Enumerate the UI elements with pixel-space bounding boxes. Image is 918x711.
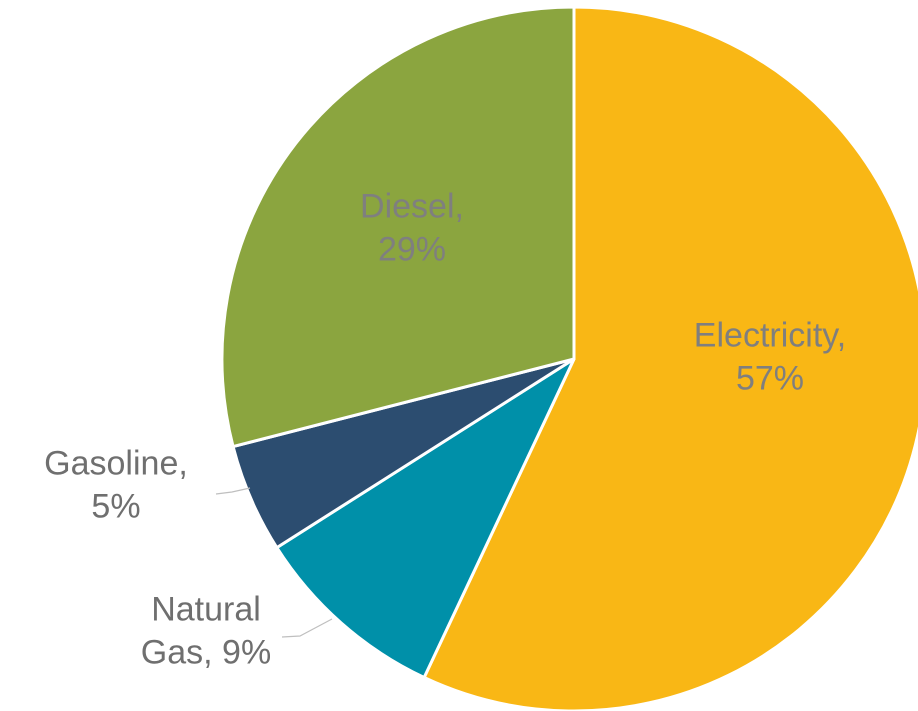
data-label-line: 29% bbox=[378, 231, 446, 269]
pie-slice-electricity bbox=[422, 5, 918, 711]
data-label-natural-gas: Natural Gas, 9% bbox=[141, 591, 271, 672]
data-label-line: 57% bbox=[736, 360, 804, 398]
leader-line-natural-gas bbox=[281, 618, 333, 638]
data-label-line: Natural bbox=[151, 591, 261, 629]
pie-slices bbox=[220, 5, 918, 711]
data-label-line: Electricity, bbox=[694, 317, 846, 355]
data-label-diesel: Diesel, 29% bbox=[360, 188, 464, 269]
leader-line-gasoline bbox=[215, 487, 251, 495]
data-label-electricity: Electricity, 57% bbox=[694, 317, 846, 398]
data-label-line: 5% bbox=[91, 488, 140, 526]
data-label-gasoline: Gasoline, 5% bbox=[44, 445, 188, 526]
pie-slice-diesel bbox=[220, 5, 576, 449]
pie-slice-natural-gas bbox=[275, 357, 576, 679]
data-label-line: Diesel, bbox=[360, 188, 464, 226]
data-labels: Electricity, 57% Natural Gas, 9% Gasoline, 5%… bbox=[44, 188, 846, 672]
data-label-line: Gas, 9% bbox=[141, 634, 271, 672]
leader-lines bbox=[215, 487, 333, 638]
data-label-line: Gasoline, bbox=[44, 445, 188, 483]
